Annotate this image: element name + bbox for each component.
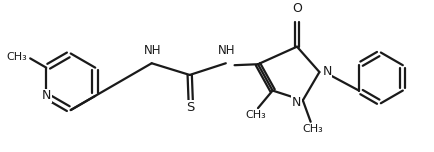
Text: N: N	[42, 89, 51, 102]
Text: S: S	[187, 101, 195, 114]
Text: CH₃: CH₃	[7, 52, 27, 62]
Text: CH₃: CH₃	[302, 124, 323, 134]
Text: CH₃: CH₃	[246, 110, 266, 120]
Text: NH: NH	[218, 44, 236, 57]
Text: NH: NH	[144, 44, 161, 57]
Text: N: N	[322, 65, 332, 78]
Text: O: O	[292, 2, 302, 16]
Text: N: N	[292, 96, 301, 109]
